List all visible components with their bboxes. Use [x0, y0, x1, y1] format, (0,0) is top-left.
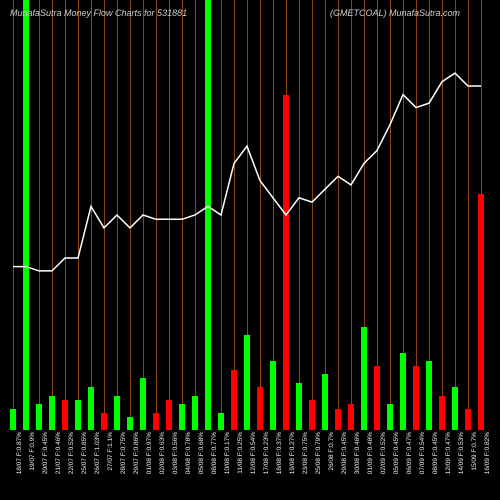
x-axis-label: 14/09 F:0.53%	[458, 432, 465, 474]
x-axis-label: 01/09 F:0.48%	[367, 432, 374, 474]
x-axis-label: 04/08 F:0.78%	[185, 432, 192, 474]
x-axis-label: 05/08 F:0.68%	[198, 432, 205, 474]
x-axis-label: 12/09 F:0.47%	[445, 432, 452, 474]
x-axis-label: 15/09 F:0.7%	[471, 432, 478, 471]
x-axis-label: 12/08 F:0.54%	[250, 432, 257, 474]
plot-area	[0, 0, 500, 430]
x-axis-label: 25/07 F:0.85%	[81, 432, 88, 474]
x-axis-label: 27/07 F:1.1%	[107, 432, 114, 471]
x-axis-label: 18/07 F:0.87%	[16, 432, 23, 474]
x-axis-label: 02/09 F:0.52%	[380, 432, 387, 474]
x-axis-label: 28/07 F:0.75%	[120, 432, 127, 474]
x-axis-label: 07/09 F:0.54%	[419, 432, 426, 474]
x-axis-label: 23/08 F:0.75%	[302, 432, 309, 474]
x-axis-label: 21/07 F:0.46%	[55, 432, 62, 474]
x-axis-label: 26/07 F:1.03%	[94, 432, 101, 474]
x-axis-label: 05/09 F:0.45%	[393, 432, 400, 474]
x-axis-label: 11/08 F:0.25%	[237, 432, 244, 474]
line-chart	[0, 0, 500, 430]
x-axis-label: 01/08 F:0.97%	[146, 432, 153, 474]
price-line	[13, 73, 481, 271]
x-axis-label: 19/07 F:0.9%	[29, 432, 36, 471]
x-axis-label: 08/09 F:0.45%	[432, 432, 439, 474]
chart-title-left: MunafaSutra Money Flow Charts for 531881	[10, 8, 187, 18]
x-axis-label: 19/08 F:0.27%	[289, 432, 296, 474]
x-axis-label: 30/08 F:0.46%	[354, 432, 361, 474]
x-axis-label: 20/07 F:0.45%	[42, 432, 49, 474]
x-axis-label: 17/08 F:0.23%	[263, 432, 270, 474]
x-axis-label: 06/09 F:0.47%	[406, 432, 413, 474]
chart-container: MunafaSutra Money Flow Charts for 531881…	[0, 0, 500, 500]
x-axis-label: 18/08 F:0.37%	[276, 432, 283, 474]
x-axis-label: 29/08 F:0.45%	[341, 432, 348, 474]
chart-title-right: (GMETCOAL) MunafaSutra.com	[330, 8, 460, 18]
x-axis-label: 08/08 F:0.77%	[211, 432, 218, 474]
x-axis-label: 26/08 F:0.7%	[328, 432, 335, 471]
x-axis-label: 25/08 F:0.79%	[315, 432, 322, 474]
x-axis-label: 16/09 F:0.82%	[484, 432, 491, 474]
x-axis-label: 10/08 F:0.17%	[224, 432, 231, 474]
x-axis-label: 29/07 F:0.86%	[133, 432, 140, 474]
x-axis-label: 02/08 F:0.63%	[159, 432, 166, 474]
x-axis-labels: 18/07 F:0.87% 19/07 F:0.9% 20/07 F:0.45% 21…	[0, 432, 500, 500]
x-axis-label: 22/07 F:0.52%	[68, 432, 75, 474]
x-axis-label: 03/08 F:0.56%	[172, 432, 179, 474]
